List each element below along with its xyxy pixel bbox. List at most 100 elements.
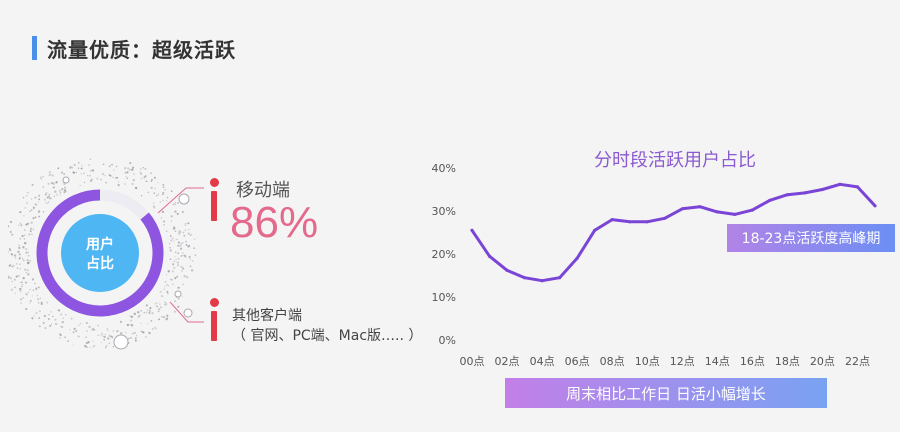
data-point (645, 220, 649, 224)
halo-dot (64, 186, 67, 189)
x-tick-label: 14点 (705, 355, 730, 368)
halo-dot (47, 318, 50, 320)
halo-dot (174, 255, 176, 258)
halo-dot (153, 192, 156, 195)
halo-dot (159, 290, 162, 293)
halo-dot (77, 335, 80, 338)
halo-dot (132, 173, 135, 175)
halo-dot (61, 320, 64, 324)
halo-dot (40, 302, 43, 305)
halo-dot (130, 324, 134, 327)
halo-dot (126, 171, 129, 174)
halo-dot (8, 225, 10, 228)
halo-dot (88, 164, 91, 167)
halo-dot (108, 165, 111, 168)
halo-dot (25, 293, 28, 295)
halo-dot (25, 251, 28, 254)
halo-dot (164, 280, 167, 283)
halo-dot (81, 164, 83, 167)
halo-dot (25, 195, 28, 197)
halo-dot (174, 201, 177, 204)
halo-dot (174, 277, 176, 279)
halo-dot (35, 311, 38, 315)
halo-dot (65, 191, 67, 193)
halo-dot (103, 335, 106, 339)
halo-dot (189, 265, 192, 268)
halo-dot (166, 284, 168, 286)
halo-dot (156, 302, 158, 304)
data-point (610, 218, 614, 222)
halo-dot (175, 258, 177, 261)
halo-dot (103, 338, 106, 341)
halo-dot (53, 195, 55, 198)
halo-dot (115, 165, 118, 168)
data-point (628, 220, 632, 224)
data-point (785, 193, 789, 197)
halo-dot (60, 325, 62, 328)
halo-dot (35, 288, 38, 291)
halo-dot (44, 327, 47, 330)
halo-dot (67, 340, 70, 342)
weekend-annotation: 周末相比工作日 日活小幅增长 (505, 378, 827, 408)
halo-dot (17, 274, 20, 278)
donut-center-line2: 占比 (86, 255, 114, 272)
halo-dot (42, 175, 44, 178)
halo-dot (40, 178, 43, 180)
halo-dot (132, 179, 135, 182)
halo-dot (29, 210, 31, 212)
data-point (838, 182, 842, 186)
halo-dot (37, 201, 40, 203)
halo-dot (71, 166, 73, 169)
halo-dot (72, 331, 75, 334)
halo-dot (147, 191, 149, 193)
halo-dot (40, 301, 43, 304)
halo-dot (90, 179, 93, 182)
halo-dot (14, 286, 16, 289)
halo-dot (91, 328, 94, 331)
halo-dot (27, 251, 29, 253)
halo-dot (61, 326, 63, 328)
halo-dot (85, 321, 88, 325)
halo-dot (193, 238, 196, 241)
halo-dot (80, 167, 83, 170)
halo-dot (18, 246, 21, 250)
halo-dot (70, 317, 73, 320)
halo-dot (177, 262, 179, 264)
user-share-donut: 用户 占比 (8, 158, 204, 350)
halo-dot (21, 257, 24, 260)
halo-dot (101, 333, 103, 335)
halo-dot (163, 220, 165, 223)
halo-dot (166, 317, 169, 319)
halo-dot (161, 210, 165, 214)
data-point (470, 228, 474, 232)
x-tick-label: 06点 (565, 355, 590, 368)
halo-dot (177, 305, 180, 308)
halo-dot (113, 169, 115, 171)
halo-dot (166, 290, 169, 293)
hourly-active-line-chart: 0% 10% 20% 30% 40% 00点 02点 04点 06点 08点 10点 12点 14点 1… (432, 162, 877, 368)
halo-dot (75, 171, 77, 174)
x-tick-label: 02点 (495, 355, 520, 368)
halo-dot (116, 330, 119, 333)
halo-dot (174, 230, 177, 233)
halo-bubble (113, 334, 129, 350)
halo-dot (21, 285, 23, 288)
halo-dot (185, 244, 188, 246)
halo-dot (93, 329, 96, 331)
halo-dot (19, 222, 22, 225)
halo-dot (104, 333, 106, 336)
halo-dot (46, 202, 48, 205)
halo-dot (156, 305, 158, 308)
halo-dot (173, 240, 175, 242)
halo-dot (185, 240, 187, 243)
halo-dot (19, 287, 22, 291)
halo-dot (39, 297, 42, 300)
halo-dot (145, 304, 148, 307)
halo-dot (31, 183, 34, 186)
halo-dot (129, 315, 131, 317)
halo-dot (57, 167, 60, 169)
halo-dot (26, 259, 29, 261)
halo-dot (143, 311, 146, 314)
data-point (768, 198, 772, 202)
halo-dot (22, 259, 25, 262)
